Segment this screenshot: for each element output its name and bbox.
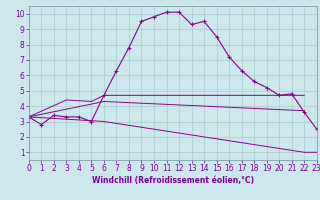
X-axis label: Windchill (Refroidissement éolien,°C): Windchill (Refroidissement éolien,°C) bbox=[92, 176, 254, 185]
